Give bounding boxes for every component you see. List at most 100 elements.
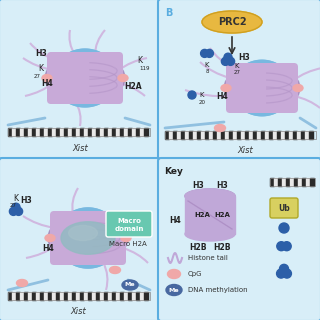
Bar bbox=[92, 128, 96, 136]
Bar bbox=[241, 131, 245, 139]
Bar bbox=[165, 131, 169, 139]
Bar bbox=[40, 128, 44, 136]
Ellipse shape bbox=[51, 56, 119, 100]
Bar bbox=[48, 128, 52, 136]
Ellipse shape bbox=[167, 269, 180, 278]
Text: H3: H3 bbox=[238, 52, 250, 61]
Ellipse shape bbox=[48, 213, 128, 263]
Bar bbox=[140, 128, 144, 136]
Ellipse shape bbox=[17, 279, 28, 286]
Bar bbox=[261, 131, 265, 139]
Bar bbox=[56, 292, 60, 300]
FancyBboxPatch shape bbox=[0, 158, 160, 320]
Ellipse shape bbox=[202, 11, 262, 33]
Text: H3: H3 bbox=[216, 180, 228, 189]
Text: K: K bbox=[38, 63, 44, 73]
Text: H4: H4 bbox=[42, 244, 54, 252]
Bar bbox=[128, 128, 132, 136]
Ellipse shape bbox=[54, 215, 122, 261]
Ellipse shape bbox=[221, 84, 231, 92]
Text: K: K bbox=[138, 55, 142, 65]
Text: 119: 119 bbox=[140, 66, 150, 70]
Ellipse shape bbox=[109, 267, 121, 274]
Text: K: K bbox=[200, 92, 204, 98]
Bar bbox=[233, 131, 237, 139]
Bar bbox=[309, 131, 313, 139]
Bar bbox=[36, 128, 40, 136]
Bar bbox=[185, 131, 189, 139]
Bar bbox=[12, 128, 16, 136]
Bar bbox=[310, 178, 314, 186]
Bar bbox=[201, 131, 205, 139]
Text: H4: H4 bbox=[216, 92, 228, 100]
Text: H2B: H2B bbox=[213, 243, 231, 252]
Bar bbox=[289, 131, 293, 139]
Bar bbox=[225, 131, 229, 139]
Bar bbox=[120, 292, 124, 300]
Bar bbox=[189, 131, 193, 139]
Bar bbox=[76, 292, 80, 300]
Bar bbox=[124, 292, 128, 300]
Bar bbox=[285, 131, 289, 139]
Bar bbox=[64, 292, 68, 300]
Ellipse shape bbox=[279, 223, 289, 233]
Text: H3: H3 bbox=[192, 180, 204, 189]
Bar bbox=[185, 196, 235, 234]
Bar bbox=[253, 131, 257, 139]
Bar bbox=[140, 292, 144, 300]
Bar bbox=[8, 292, 150, 300]
Bar bbox=[64, 128, 68, 136]
Bar bbox=[237, 131, 241, 139]
Bar bbox=[277, 131, 281, 139]
Ellipse shape bbox=[283, 269, 292, 278]
Bar bbox=[104, 128, 108, 136]
Bar bbox=[128, 292, 132, 300]
Bar bbox=[16, 128, 20, 136]
Bar bbox=[32, 292, 36, 300]
Ellipse shape bbox=[45, 54, 125, 102]
Bar bbox=[76, 128, 80, 136]
Bar bbox=[24, 128, 28, 136]
Bar bbox=[24, 292, 28, 300]
FancyBboxPatch shape bbox=[158, 0, 320, 160]
Ellipse shape bbox=[15, 207, 23, 215]
Ellipse shape bbox=[293, 84, 303, 92]
Text: domain: domain bbox=[114, 226, 144, 232]
Bar bbox=[181, 131, 185, 139]
Bar bbox=[301, 131, 305, 139]
FancyBboxPatch shape bbox=[226, 63, 298, 113]
Bar bbox=[40, 292, 44, 300]
Bar bbox=[72, 128, 76, 136]
Ellipse shape bbox=[277, 242, 286, 251]
Ellipse shape bbox=[224, 53, 232, 61]
Ellipse shape bbox=[61, 222, 115, 254]
Text: CpG: CpG bbox=[188, 271, 203, 277]
Text: PRC2: PRC2 bbox=[218, 17, 246, 27]
Bar bbox=[120, 128, 124, 136]
Bar bbox=[269, 131, 273, 139]
Ellipse shape bbox=[45, 235, 55, 242]
Bar bbox=[8, 128, 150, 136]
Bar bbox=[60, 128, 64, 136]
Bar bbox=[84, 128, 88, 136]
Bar bbox=[270, 178, 315, 186]
Bar bbox=[144, 128, 148, 136]
Bar bbox=[28, 128, 32, 136]
Bar bbox=[116, 128, 120, 136]
Text: Xist: Xist bbox=[70, 308, 86, 316]
Bar bbox=[44, 292, 48, 300]
Bar bbox=[16, 292, 20, 300]
Bar bbox=[165, 131, 316, 139]
Bar bbox=[88, 128, 92, 136]
Bar bbox=[68, 292, 72, 300]
Bar bbox=[273, 131, 277, 139]
Bar bbox=[92, 292, 96, 300]
Text: 20: 20 bbox=[198, 100, 205, 105]
Text: H3: H3 bbox=[20, 196, 32, 204]
Bar bbox=[36, 292, 40, 300]
Bar bbox=[108, 292, 112, 300]
Bar bbox=[286, 178, 290, 186]
Text: K: K bbox=[205, 62, 209, 68]
Text: B: B bbox=[165, 8, 172, 18]
Bar bbox=[302, 178, 306, 186]
